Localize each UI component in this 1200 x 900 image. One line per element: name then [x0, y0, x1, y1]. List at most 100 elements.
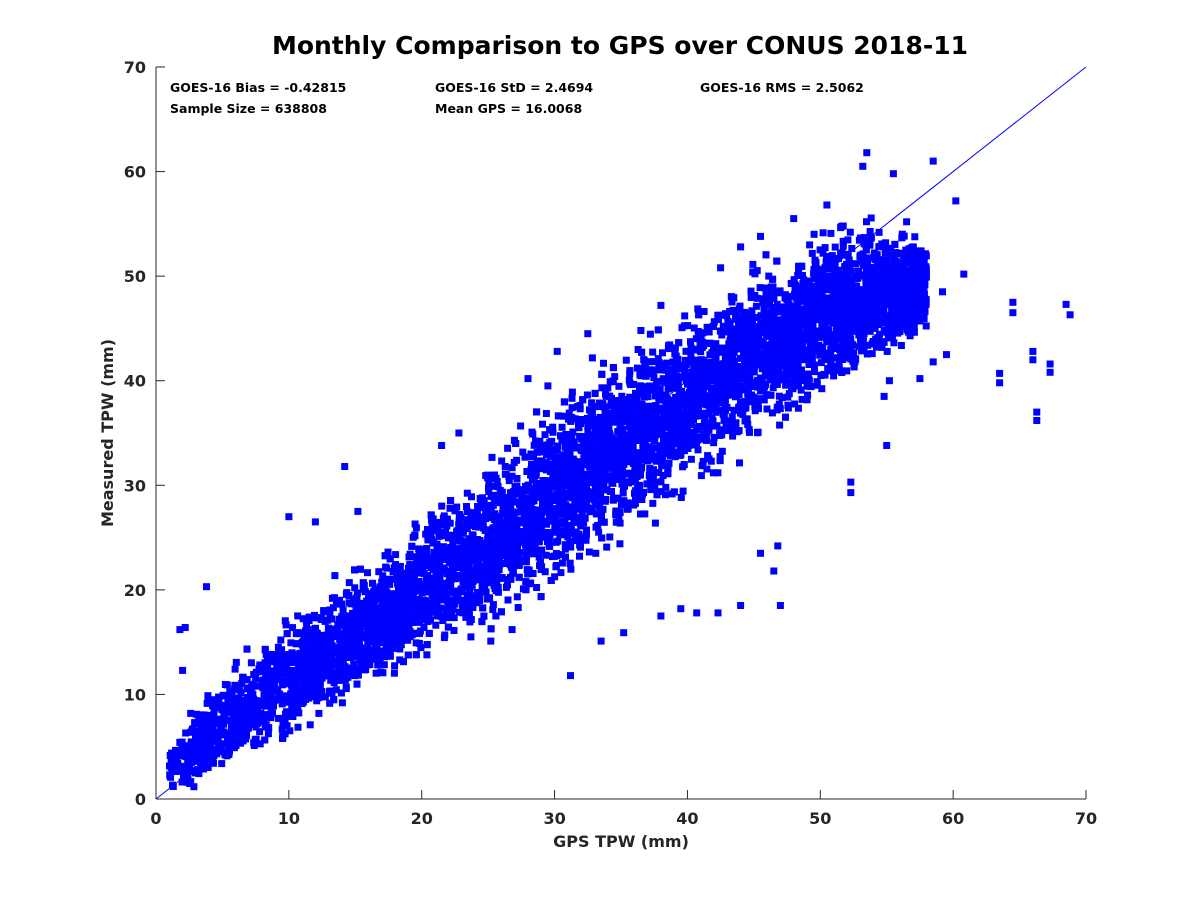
data-point: [760, 396, 768, 404]
data-point: [491, 538, 499, 546]
data-point: [390, 669, 398, 677]
data-point: [345, 592, 353, 599]
data-point: [588, 504, 596, 512]
data-point: [606, 533, 614, 541]
data-point: [392, 561, 399, 568]
data-point: [485, 488, 493, 495]
data-point: [667, 435, 675, 443]
data-point: [646, 330, 654, 338]
data-point: [669, 366, 676, 374]
data-point: [386, 652, 394, 660]
data-point: [537, 566, 545, 573]
data-point: [596, 462, 604, 470]
data-point: [282, 666, 290, 673]
data-point: [463, 503, 470, 510]
data-point: [673, 396, 680, 404]
data-point: [286, 727, 294, 735]
data-point: [446, 519, 454, 527]
data-point: [466, 536, 474, 544]
data-point: [289, 624, 296, 632]
data-point: [709, 384, 717, 392]
data-point: [498, 488, 506, 496]
data-point: [269, 658, 277, 666]
data-point: [571, 415, 579, 423]
data-point: [714, 382, 721, 390]
data-point: [906, 332, 914, 340]
data-point: [464, 516, 471, 524]
data-point: [882, 244, 890, 252]
data-point: [187, 709, 195, 717]
data-point: [525, 566, 533, 574]
data-point: [542, 451, 550, 459]
data-point: [644, 457, 652, 465]
data-point: [810, 265, 818, 273]
data-point: [887, 244, 895, 252]
data-point: [643, 480, 651, 488]
data-point: [218, 760, 226, 768]
data-point: [791, 328, 799, 336]
data-point: [758, 342, 766, 350]
data-point: [397, 641, 405, 649]
data-point: [436, 558, 443, 566]
data-point: [699, 431, 707, 438]
data-point: [289, 656, 297, 664]
data-point: [598, 384, 606, 392]
data-point: [810, 230, 818, 238]
data-point: [697, 348, 705, 356]
data-point: [375, 568, 383, 576]
data-point: [839, 242, 847, 250]
data-point: [417, 644, 425, 652]
data-point: [637, 510, 644, 518]
data-point: [585, 495, 593, 503]
data-point: [808, 249, 816, 257]
data-point: [553, 526, 561, 534]
data-point: [700, 308, 708, 315]
data-point: [565, 409, 573, 417]
data-point: [592, 500, 600, 508]
data-point: [326, 610, 334, 618]
data-point: [288, 667, 296, 674]
data-point: [690, 396, 697, 404]
data-point: [793, 295, 801, 303]
data-point: [494, 483, 502, 491]
data-point: [624, 499, 632, 507]
data-point: [363, 657, 371, 665]
data-point: [791, 400, 798, 408]
data-point: [533, 584, 541, 591]
data-point: [616, 519, 624, 527]
data-point: [463, 489, 471, 497]
data-point: [629, 437, 637, 445]
data-point: [662, 483, 670, 491]
data-point: [523, 468, 531, 475]
data-point: [561, 518, 569, 526]
data-point: [661, 379, 669, 386]
data-point: [482, 588, 490, 596]
data-point: [252, 723, 260, 731]
data-point: [519, 448, 527, 456]
data-point: [508, 464, 516, 472]
data-point: [394, 567, 402, 575]
data-point: [746, 428, 753, 436]
data-point: [638, 496, 646, 503]
data-point: [560, 412, 567, 420]
data-point: [684, 322, 692, 330]
data-point: [282, 698, 290, 706]
data-point: [832, 255, 840, 263]
data-point: [712, 408, 720, 416]
data-point: [842, 250, 850, 258]
data-point: [192, 710, 200, 718]
data-point: [352, 624, 360, 632]
data-point: [579, 461, 587, 468]
data-point: [584, 428, 592, 436]
data-point: [882, 239, 890, 247]
data-point: [277, 636, 285, 644]
data-point: [744, 392, 752, 400]
data-point: [482, 541, 490, 549]
data-point: [275, 714, 282, 722]
data-point: [514, 604, 522, 611]
data-point: [712, 340, 720, 348]
data-point: [528, 428, 536, 436]
data-point: [301, 676, 309, 684]
data-point: [588, 399, 596, 407]
data-point: [653, 425, 661, 433]
